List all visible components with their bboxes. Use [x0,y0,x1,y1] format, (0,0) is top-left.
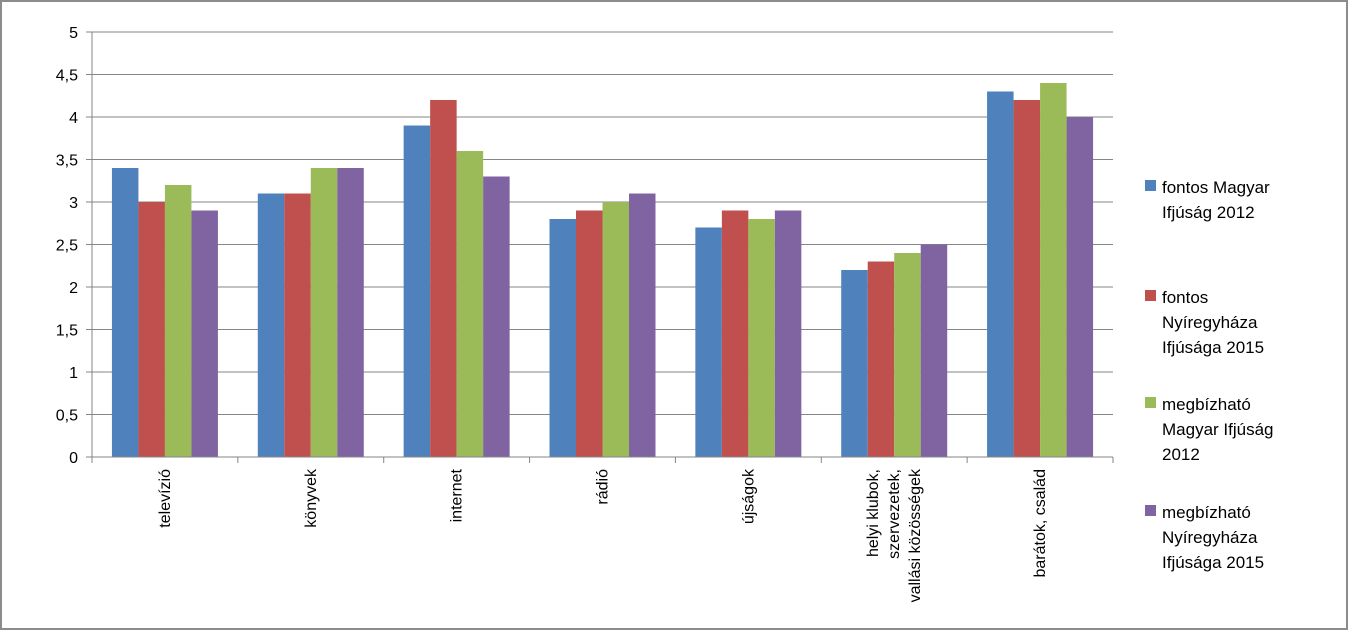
legend-swatch [1145,505,1156,516]
bar [1040,83,1067,457]
bar [748,219,775,457]
category-label: internet [449,468,466,522]
legend-label: Nyíregyháza [1162,313,1258,332]
legend-swatch [1145,397,1156,408]
bar [987,91,1014,457]
bar [257,193,285,457]
category-label: televízió [157,469,174,528]
bar [337,168,364,457]
category-label: könyvek [303,468,320,528]
legend-label: Ifjúság 2012 [1162,203,1255,222]
bar [549,219,576,457]
legend-label: Ifjúsága 2015 [1162,553,1264,572]
category-label: újságok [740,468,757,524]
bar [483,176,510,457]
bar [456,151,484,457]
y-tick-label: 1 [69,365,78,382]
legend-swatch [1145,180,1156,191]
bar [602,202,629,457]
bar [138,202,165,457]
y-tick-label: 2 [69,280,78,297]
bar [867,261,895,457]
legend: fontos Magyar Ifjúság 2012 fontos Nyíregyhá… [1145,178,1274,572]
y-tick-labels: 0 0,5 1 1,5 2 2,5 3 3,5 4 4,5 5 [56,25,78,467]
bar [774,210,802,457]
legend-label: Magyar Ifjúság [1162,420,1274,439]
bar [111,168,139,457]
legend-label: fontos [1162,288,1208,307]
bar [191,210,218,457]
bar [1013,100,1041,457]
bar [164,185,192,457]
axes [86,31,1114,463]
bar [284,193,311,457]
category-label: rádió [595,469,612,505]
legend-label: fontos Magyar [1162,178,1270,197]
legend-label: Nyíregyháza [1162,528,1258,547]
y-tick-label: 0 [69,450,78,467]
bar [920,244,948,457]
y-tick-label: 3,5 [56,153,78,170]
y-tick-label: 4 [69,110,78,127]
legend-swatch [1145,290,1156,301]
bar [629,193,656,457]
y-tick-label: 5 [69,25,78,42]
bars [111,83,1094,457]
legend-label: megbízható [1162,503,1251,522]
bar [310,168,338,457]
category-label: szervezetek, [886,469,903,559]
bar [894,253,921,457]
category-label: helyi klubok, [865,469,882,557]
category-labels: televízió könyvek internet rádió újságok hely… [157,468,1049,602]
bar [695,227,722,457]
legend-label: 2012 [1162,445,1200,464]
legend-label: megbízható [1162,395,1251,414]
y-tick-label: 1,5 [56,323,78,340]
y-tick-label: 3 [69,195,78,212]
bar [721,210,749,457]
y-tick-label: 4,5 [56,68,78,85]
y-tick-label: 0,5 [56,408,78,425]
bar [841,270,868,457]
bar [576,210,603,457]
bar [1066,117,1094,457]
category-label: vallási közösségek [907,468,924,602]
category-label: barátok, család [1032,469,1049,578]
legend-label: Ifjúsága 2015 [1162,338,1264,357]
bar [430,100,457,457]
y-tick-label: 2,5 [56,238,78,255]
bar [403,125,431,457]
